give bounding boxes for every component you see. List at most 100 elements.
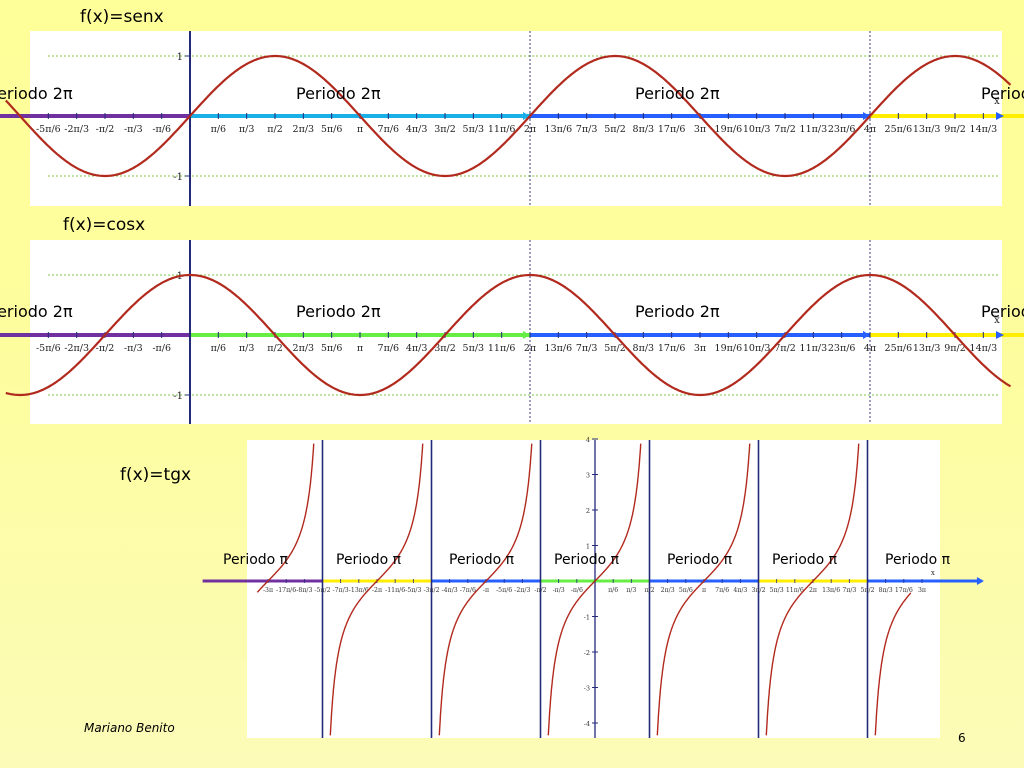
x-tick-label: -2π/3 <box>514 587 530 594</box>
x-tick-label: -11π/6 <box>385 587 405 594</box>
tangent-branch <box>256 443 315 593</box>
x-tick-label: π/3 <box>239 124 255 135</box>
y-tick-label: 2 <box>586 507 590 515</box>
axis-arrow <box>996 112 1004 120</box>
tangent-branch <box>329 443 424 736</box>
x-tick-label: 7π/3 <box>576 343 598 354</box>
x-tick-label: 13π/6 <box>545 124 573 135</box>
plot-area <box>30 240 1002 424</box>
x-tick-label: π/3 <box>239 343 255 354</box>
plot-area <box>247 440 940 738</box>
x-tick-label: 8π/3 <box>633 124 655 135</box>
y-tick-label: 1 <box>177 52 183 63</box>
x-tick-label: -3π <box>263 587 273 594</box>
x-tick-label: 17π/6 <box>658 343 686 354</box>
x-tick-label: 8π/3 <box>879 587 893 594</box>
x-tick-label: 8π/3 <box>633 343 655 354</box>
x-axis-label: x <box>994 96 1000 107</box>
x-tick-label: -17π/6 <box>276 587 296 594</box>
x-tick-label: π/6 <box>608 587 618 594</box>
x-tick-label: π/2 <box>267 343 283 354</box>
tangent-chart: 4 3 2 1 -1 -2 -3 -4 -3π -17π/6 -8π/3 -5π/2 -7π/3 -13π… <box>202 436 984 738</box>
x-tick-label: -π/2 <box>96 124 115 135</box>
x-tick-label: 7π/3 <box>576 124 598 135</box>
x-tick-label: 13π/3 <box>913 124 941 135</box>
x-tick-label: 13π/3 <box>913 343 941 354</box>
x-tick-label: 19π/6 <box>715 124 743 135</box>
x-tick-label: 11π/3 <box>800 124 828 135</box>
period-label: Periodo 2π <box>0 84 73 103</box>
x-tick-label: 23π/6 <box>828 124 856 135</box>
x-tick-label: 2π <box>524 343 536 354</box>
y-tick-label: -4 <box>584 720 590 728</box>
x-tick-label: 4π <box>864 124 876 135</box>
x-tick-label: -π/6 <box>571 587 583 594</box>
x-tick-label: 3π/2 <box>434 124 456 135</box>
period-label: Periodo 2π <box>296 302 381 321</box>
x-tick-label: π <box>357 343 363 354</box>
x-tick-label: 2π/3 <box>293 124 315 135</box>
x-tick-label: -5π/6 <box>36 124 61 135</box>
x-tick-label: -π/3 <box>553 587 565 594</box>
x-tick-label: 2π/3 <box>293 343 315 354</box>
x-tick-label: π/6 <box>211 343 227 354</box>
tangent-branch <box>438 443 533 736</box>
x-tick-label: 19π/6 <box>715 343 743 354</box>
x-axis-label: x <box>994 315 1000 326</box>
period-label: Periodo 2π <box>296 84 381 103</box>
x-tick-label: π <box>702 587 706 594</box>
x-tick-label: π/2 <box>644 587 654 594</box>
x-tick-label: -π/6 <box>152 343 171 354</box>
x-tick-label: -π/2 <box>534 587 546 594</box>
period-label: Periodo 2π <box>981 302 1024 321</box>
x-tick-label: 13π/6 <box>822 587 840 594</box>
x-tick-label: -13π/6 <box>349 587 369 594</box>
x-tick-label: -4π/3 <box>442 587 458 594</box>
x-tick-label: 3π <box>918 587 926 594</box>
x-tick-label: 11π/6 <box>488 343 516 354</box>
x-tick-label: -7π/6 <box>460 587 476 594</box>
x-tick-label: 5π/2 <box>860 587 874 594</box>
x-tick-label: 5π/3 <box>463 343 485 354</box>
x-tick-label: π/6 <box>211 124 227 135</box>
period-label: Periodo π <box>885 552 951 568</box>
x-tick-label: 5π/2 <box>604 343 626 354</box>
function-curve <box>5 54 1012 178</box>
y-tick-label: -1 <box>173 172 183 183</box>
x-tick-label: 3π/2 <box>434 343 456 354</box>
x-tick-label: -π/6 <box>152 124 171 135</box>
x-tick-label: -π/2 <box>96 343 115 354</box>
y-tick-label: 3 <box>586 472 590 480</box>
x-tick-label: 7π/6 <box>378 343 400 354</box>
x-tick-label: 2π/3 <box>661 587 675 594</box>
x-axis-label: x <box>931 569 935 577</box>
x-tick-label: 5π/6 <box>321 343 343 354</box>
x-tick-label: 5π/6 <box>679 587 693 594</box>
x-tick-label: 4π/3 <box>733 587 747 594</box>
x-tick-label: π <box>357 124 363 135</box>
x-tick-label: 14π/3 <box>970 343 998 354</box>
x-tick-label: -π/3 <box>124 124 143 135</box>
x-tick-label: 3π <box>694 124 706 135</box>
x-tick-label: 3π/2 <box>751 587 765 594</box>
x-tick-label: 5π/6 <box>321 124 343 135</box>
tangent-chart-title: f(x)=tgx <box>120 465 192 485</box>
x-tick-label: -2π/3 <box>64 343 89 354</box>
page-number: 6 <box>958 731 966 745</box>
y-tick-label: -1 <box>173 391 183 402</box>
x-tick-label: -π/3 <box>124 343 143 354</box>
x-tick-label: 4π/3 <box>406 124 428 135</box>
tangent-branch <box>874 592 912 736</box>
period-label: Periodo π <box>449 552 515 568</box>
x-tick-label: π/2 <box>267 124 283 135</box>
function-curve <box>5 273 1012 397</box>
axis-arrow <box>976 577 984 585</box>
period-label: Periodo 2π <box>635 84 720 103</box>
period-arrow <box>863 112 870 120</box>
x-tick-label: -2π/3 <box>64 124 89 135</box>
x-tick-label: 9π/2 <box>944 343 966 354</box>
period-label: Periodo π <box>336 552 402 568</box>
y-tick-label: 1 <box>586 543 590 551</box>
y-tick-label: -3 <box>584 685 590 693</box>
